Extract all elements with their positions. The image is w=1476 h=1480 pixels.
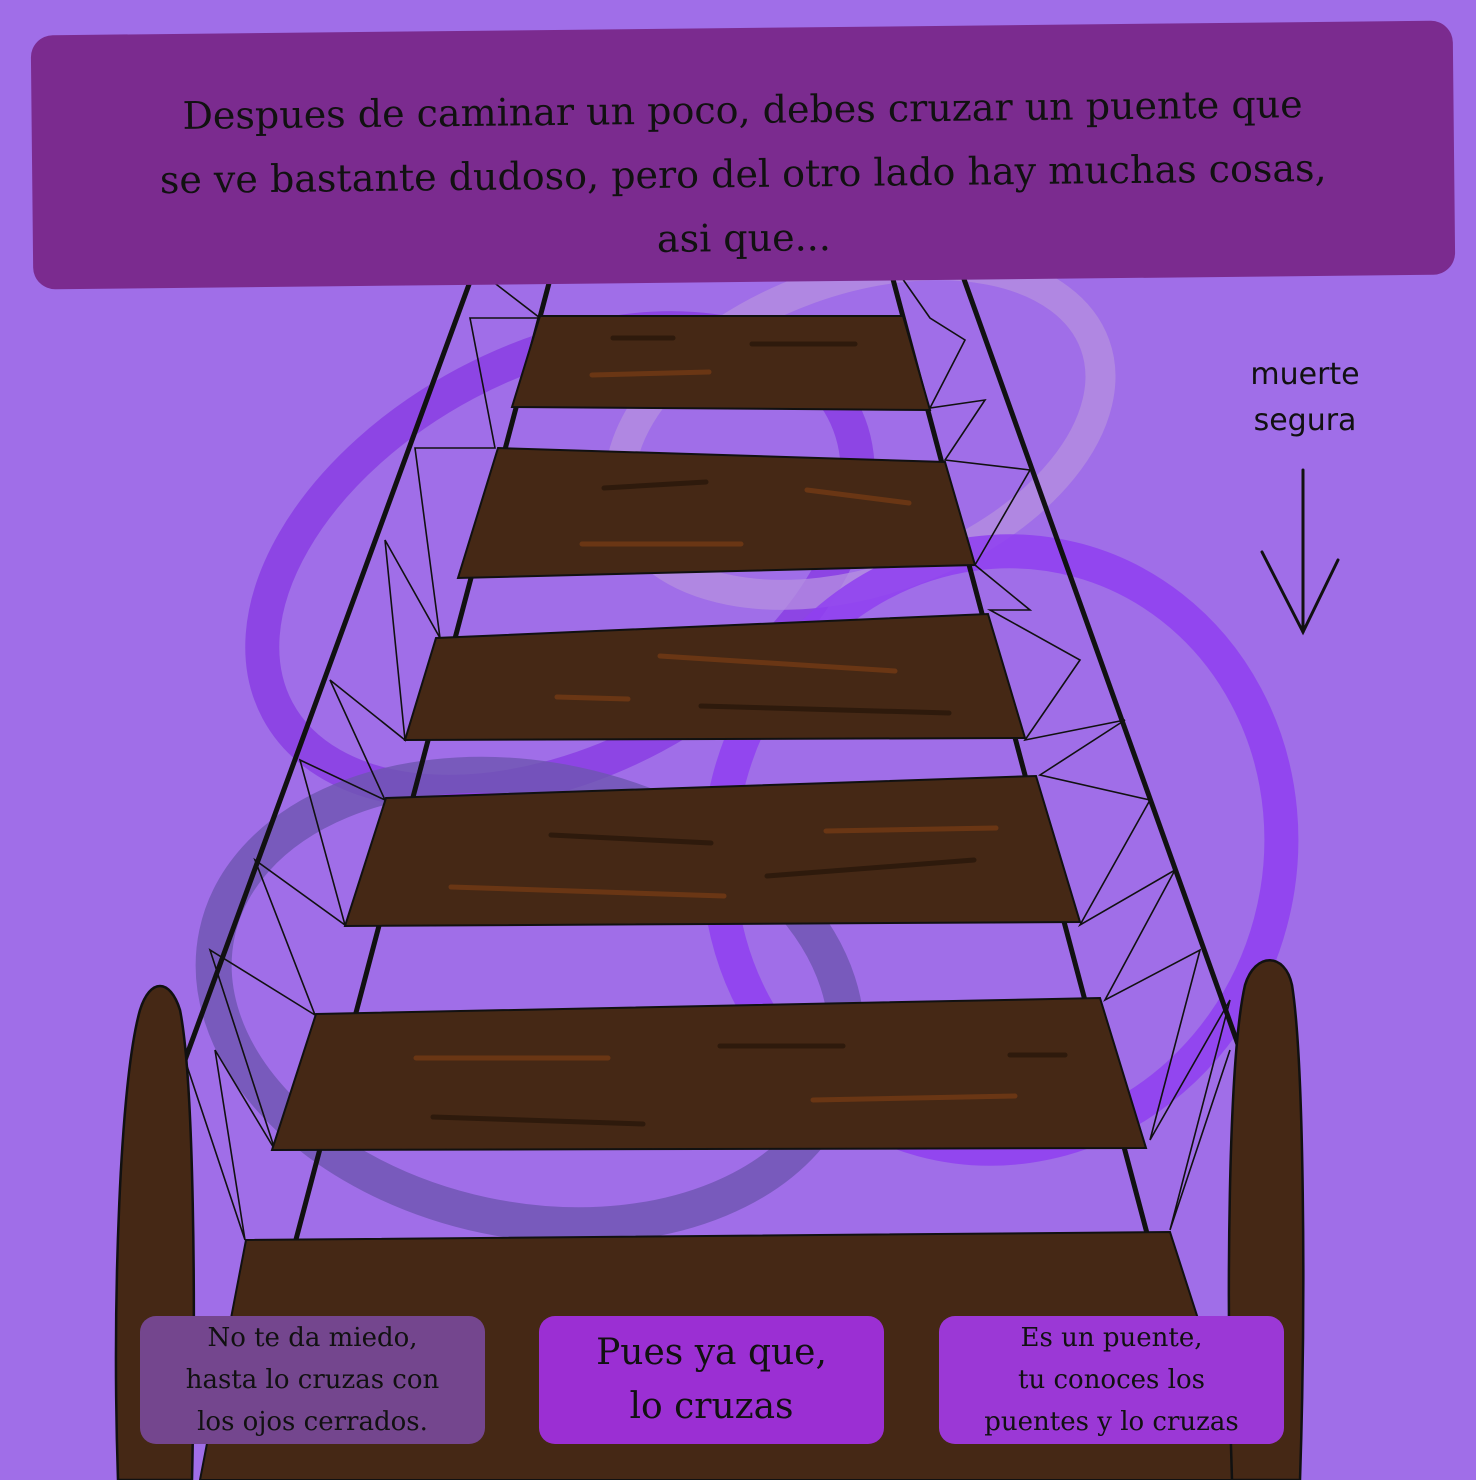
grain-line [698, 703, 952, 716]
choice-label: No te da miedo, hasta lo cruzas con los … [185, 1323, 440, 1437]
rope-left-outer [182, 267, 478, 1061]
grain-line [589, 369, 712, 378]
rope-right-outer [957, 267, 1243, 1051]
arrow-down-icon [1260, 468, 1340, 636]
plank [403, 612, 1027, 742]
wood-grain [413, 335, 1068, 1127]
grain-line [810, 1093, 1018, 1103]
grain-line [601, 479, 709, 491]
choice-button-familiar[interactable]: Es un puente, tu conoces los puentes y l… [939, 1316, 1284, 1444]
grain-line [430, 1114, 646, 1127]
net-right [894, 267, 1231, 1231]
plank [456, 446, 977, 580]
grain-line [554, 694, 631, 702]
plank [270, 996, 1148, 1152]
arrow-head [1260, 550, 1340, 636]
narration-panel: Despues de caminar un poco, debes cruzar… [30, 20, 1456, 290]
grain-line [448, 884, 727, 899]
choice-button-reluctant[interactable]: Pues ya que, lo cruzas [539, 1316, 884, 1444]
grain-line [548, 832, 714, 846]
grain-line [764, 857, 977, 879]
narration-text: Despues de caminar un poco, debes cruzar… [159, 82, 1327, 261]
grain-line [657, 653, 898, 674]
choice-button-fearless[interactable]: No te da miedo, hasta lo cruzas con los … [140, 1316, 485, 1444]
grain-line [804, 487, 912, 506]
plank [510, 315, 932, 412]
warning-label: muerte segura [1250, 357, 1360, 438]
plank [343, 774, 1082, 928]
grain-line [823, 825, 999, 834]
choice-label: Es un puente, tu conoces los puentes y l… [984, 1323, 1239, 1437]
choice-label: Pues ya que, lo cruzas [596, 1332, 827, 1427]
